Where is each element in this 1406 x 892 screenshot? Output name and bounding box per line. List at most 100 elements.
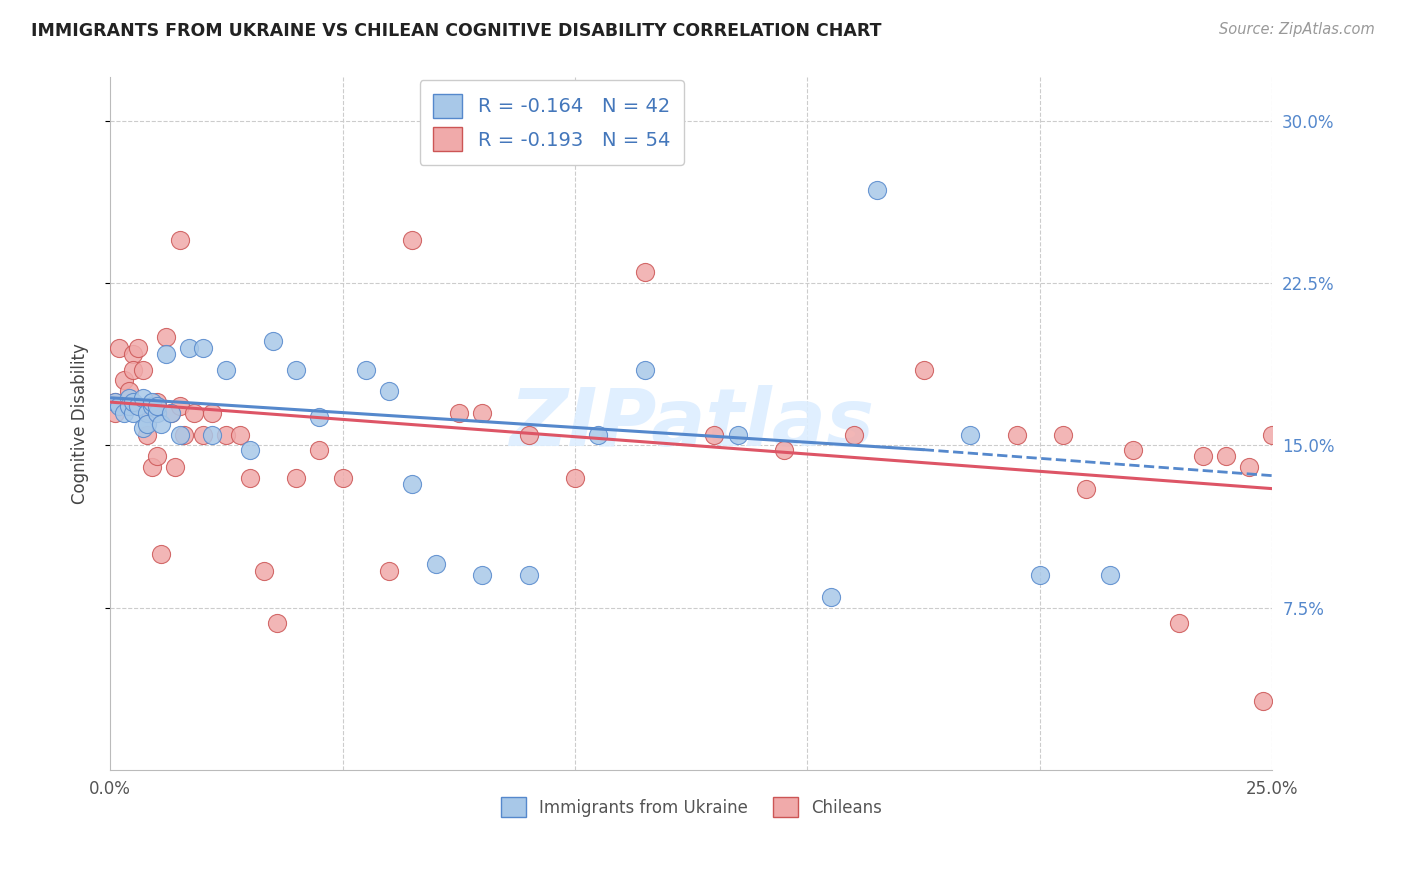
- Point: [308, 410, 330, 425]
- Y-axis label: Cognitive Disability: Cognitive Disability: [72, 343, 89, 504]
- Point: [425, 558, 447, 572]
- Point: [959, 427, 981, 442]
- Point: [118, 391, 141, 405]
- Point: [108, 341, 131, 355]
- Point: [215, 362, 238, 376]
- Point: [252, 564, 274, 578]
- Point: [238, 471, 260, 485]
- Point: [564, 471, 586, 485]
- Point: [122, 395, 145, 409]
- Point: [727, 427, 749, 442]
- Point: [634, 265, 657, 279]
- Point: [703, 427, 725, 442]
- Point: [912, 362, 935, 376]
- Point: [866, 183, 889, 197]
- Point: [401, 233, 423, 247]
- Point: [1261, 427, 1284, 442]
- Point: [122, 406, 145, 420]
- Point: [634, 362, 657, 376]
- Point: [447, 406, 470, 420]
- Point: [471, 568, 494, 582]
- Point: [229, 427, 252, 442]
- Legend: Immigrants from Ukraine, Chileans: Immigrants from Ukraine, Chileans: [494, 790, 889, 824]
- Point: [308, 442, 330, 457]
- Point: [1052, 427, 1074, 442]
- Point: [285, 362, 308, 376]
- Point: [1005, 427, 1028, 442]
- Point: [215, 427, 238, 442]
- Point: [131, 421, 153, 435]
- Point: [112, 406, 135, 420]
- Point: [136, 406, 159, 420]
- Point: [1251, 694, 1274, 708]
- Point: [159, 406, 181, 420]
- Point: [332, 471, 354, 485]
- Point: [136, 406, 159, 420]
- Point: [136, 417, 159, 431]
- Point: [262, 334, 284, 349]
- Text: Source: ZipAtlas.com: Source: ZipAtlas.com: [1219, 22, 1375, 37]
- Text: ZIPatlas: ZIPatlas: [509, 384, 873, 463]
- Point: [378, 564, 401, 578]
- Point: [165, 460, 187, 475]
- Point: [104, 395, 127, 409]
- Point: [1098, 568, 1121, 582]
- Point: [191, 427, 214, 442]
- Point: [122, 362, 145, 376]
- Point: [118, 400, 141, 414]
- Point: [108, 400, 131, 414]
- Point: [1191, 449, 1213, 463]
- Point: [238, 442, 260, 457]
- Text: IMMIGRANTS FROM UKRAINE VS CHILEAN COGNITIVE DISABILITY CORRELATION CHART: IMMIGRANTS FROM UKRAINE VS CHILEAN COGNI…: [31, 22, 882, 40]
- Point: [131, 362, 153, 376]
- Point: [401, 477, 423, 491]
- Point: [141, 395, 163, 409]
- Point: [150, 547, 173, 561]
- Point: [155, 330, 177, 344]
- Point: [1076, 482, 1098, 496]
- Point: [517, 427, 540, 442]
- Point: [136, 427, 159, 442]
- Point: [141, 400, 163, 414]
- Point: [1168, 615, 1191, 630]
- Point: [155, 347, 177, 361]
- Point: [1237, 460, 1260, 475]
- Point: [820, 590, 842, 604]
- Point: [173, 427, 195, 442]
- Point: [127, 400, 149, 414]
- Point: [517, 568, 540, 582]
- Point: [118, 400, 141, 414]
- Point: [201, 406, 224, 420]
- Point: [159, 406, 181, 420]
- Point: [191, 341, 214, 355]
- Point: [104, 395, 127, 409]
- Point: [145, 395, 167, 409]
- Point: [122, 347, 145, 361]
- Point: [1215, 449, 1237, 463]
- Point: [169, 233, 191, 247]
- Point: [588, 427, 610, 442]
- Point: [1122, 442, 1144, 457]
- Point: [104, 406, 127, 420]
- Point: [378, 384, 401, 399]
- Point: [354, 362, 377, 376]
- Point: [266, 615, 288, 630]
- Point: [471, 406, 494, 420]
- Point: [141, 460, 163, 475]
- Point: [145, 400, 167, 414]
- Point: [150, 417, 173, 431]
- Point: [842, 427, 865, 442]
- Point: [169, 427, 191, 442]
- Point: [773, 442, 796, 457]
- Point: [1029, 568, 1052, 582]
- Point: [201, 427, 224, 442]
- Point: [118, 384, 141, 399]
- Point: [112, 373, 135, 387]
- Point: [145, 449, 167, 463]
- Point: [127, 341, 149, 355]
- Point: [183, 406, 205, 420]
- Point: [285, 471, 308, 485]
- Point: [131, 391, 153, 405]
- Point: [145, 406, 167, 420]
- Point: [179, 341, 201, 355]
